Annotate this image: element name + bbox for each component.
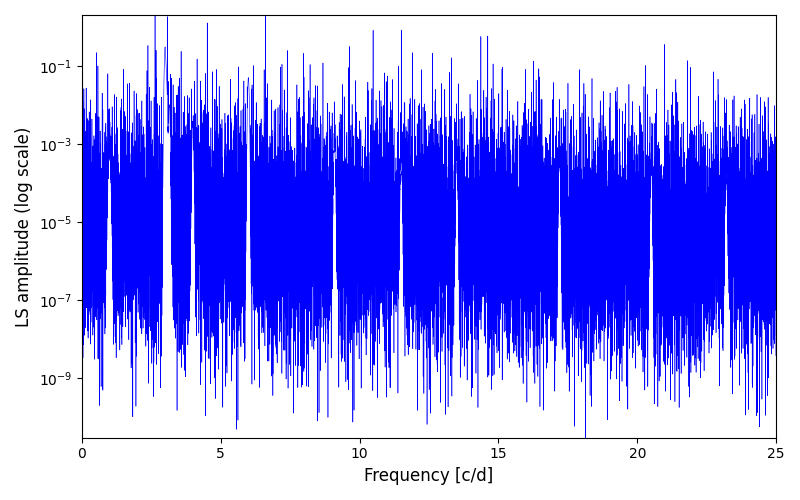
- Y-axis label: LS amplitude (log scale): LS amplitude (log scale): [15, 126, 33, 326]
- X-axis label: Frequency [c/d]: Frequency [c/d]: [364, 467, 494, 485]
